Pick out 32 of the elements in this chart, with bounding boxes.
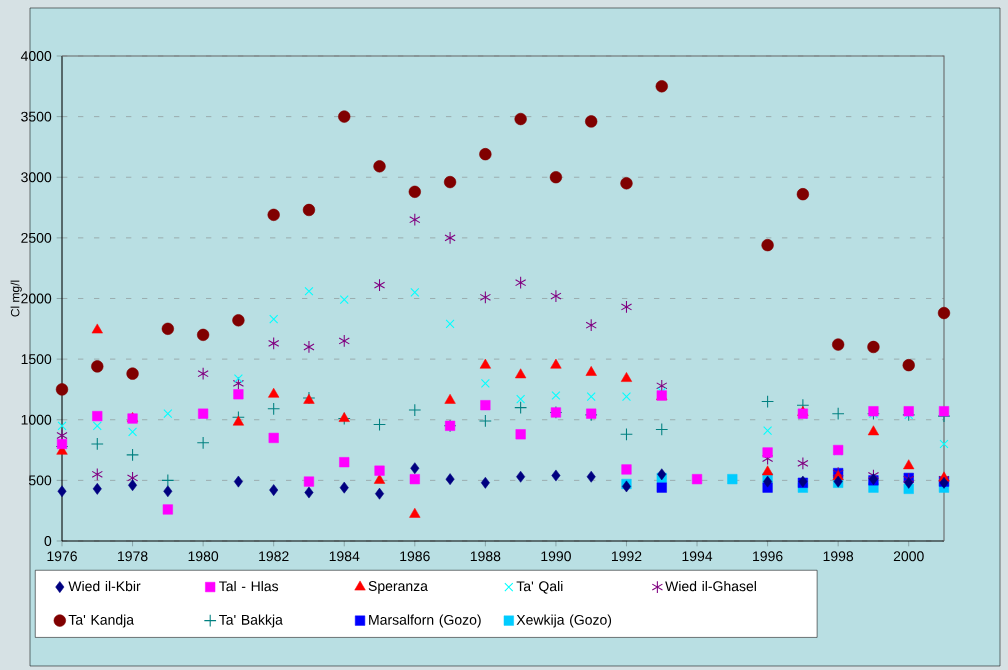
x-tick-label: 2000 (893, 551, 924, 562)
y-tick-label: 3000 (21, 172, 52, 183)
x-tick-label: 1982 (259, 551, 289, 562)
y-tick-label: 0 (44, 536, 52, 546)
x-tick-label: 1994 (682, 551, 713, 562)
x-tick-label: 1980 (188, 551, 219, 562)
x-tick-label: 1978 (118, 551, 148, 562)
legend-label: Wied il-Kbir (68, 580, 141, 592)
y-tick-label: 500 (28, 475, 52, 486)
x-tick-label: 1998 (823, 551, 854, 562)
legend-label: Marsalforn (Gozo) (369, 614, 481, 628)
legend-label: Ta' Bakkja (219, 614, 283, 628)
x-tick-label: 1996 (753, 551, 783, 562)
x-tick-label: 1988 (470, 551, 501, 562)
legend-label: Speranza (368, 581, 428, 594)
x-tick-label: 1990 (541, 551, 571, 562)
legend-label: Tal - Hlas (219, 580, 279, 592)
x-tick-label: 1992 (611, 551, 642, 562)
y-tick-label: 2000 (21, 293, 52, 304)
legend-label: Wied il-Ghasel (665, 580, 756, 592)
y-tick-label: 1500 (21, 354, 52, 365)
legend-label: Xewkija (Gozo) (516, 614, 612, 628)
y-tick-label: 4000 (20, 51, 52, 61)
y-tick-label: 1000 (21, 414, 52, 425)
y-tick-label: 3500 (21, 111, 52, 122)
y-tick-label: 2500 (21, 232, 52, 243)
y-axis-title: Cl mg/l (10, 280, 22, 317)
legend-label: Ta' Kandja (68, 614, 135, 628)
x-tick-label: 1976 (47, 551, 77, 562)
x-tick-label: 1984 (329, 551, 360, 562)
x-tick-label: 1986 (400, 551, 430, 562)
legend-label: Ta' Qali (516, 580, 563, 594)
